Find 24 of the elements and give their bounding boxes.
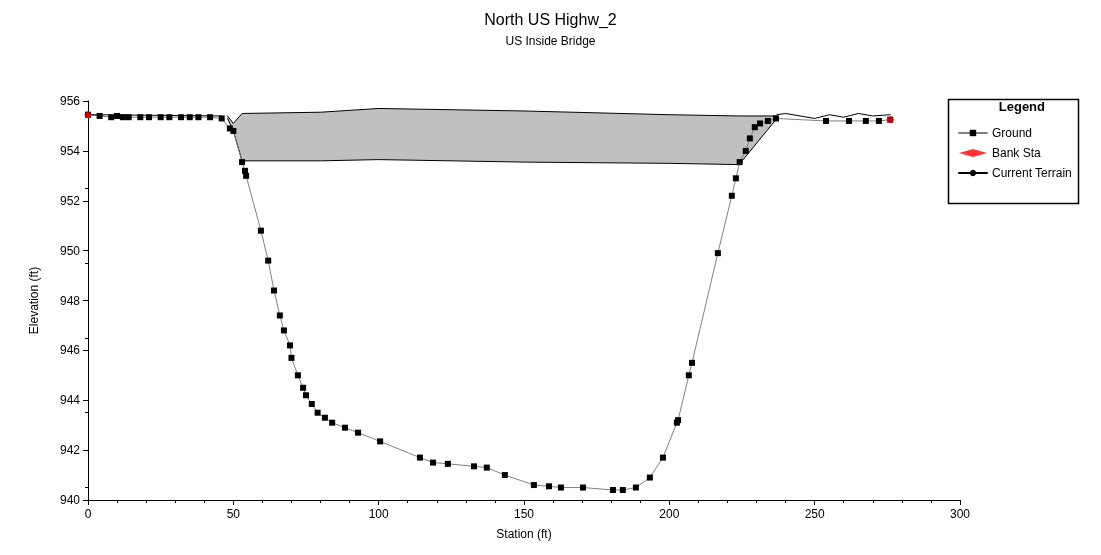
chart-subtitle: US Inside Bridge	[505, 34, 596, 48]
y-tick-label: 952	[59, 193, 81, 208]
x-tick-label: 200	[659, 507, 680, 521]
legend-label: Bank Sta	[991, 146, 1041, 160]
x-tick-label: 250	[804, 507, 825, 521]
legend-label: Current Terrain	[991, 166, 1072, 180]
y-axis-title: Elevation (ft)	[27, 266, 41, 335]
chart-title: North US Highw_2	[484, 10, 617, 29]
y-tick-label: 956	[59, 94, 81, 108]
y-tick-label: 944	[59, 393, 81, 408]
y-tick-label: 946	[59, 343, 81, 358]
legend-label: Ground	[991, 126, 1032, 140]
legend-title: Legend	[998, 99, 1046, 114]
y-tick-label: 948	[59, 293, 81, 308]
x-tick-label: 150	[513, 507, 535, 521]
x-tick-label: 0	[84, 507, 92, 521]
y-tick-label: 942	[59, 443, 81, 458]
x-tick-label: 100	[368, 507, 389, 521]
x-tick-label: 300	[949, 507, 971, 521]
y-tick-label: 940	[59, 493, 81, 507]
y-tick-label: 954	[59, 143, 81, 158]
x-tick-label: 50	[226, 507, 241, 521]
y-tick-label: 950	[59, 243, 81, 258]
x-axis-title: Station (ft)	[496, 527, 552, 541]
